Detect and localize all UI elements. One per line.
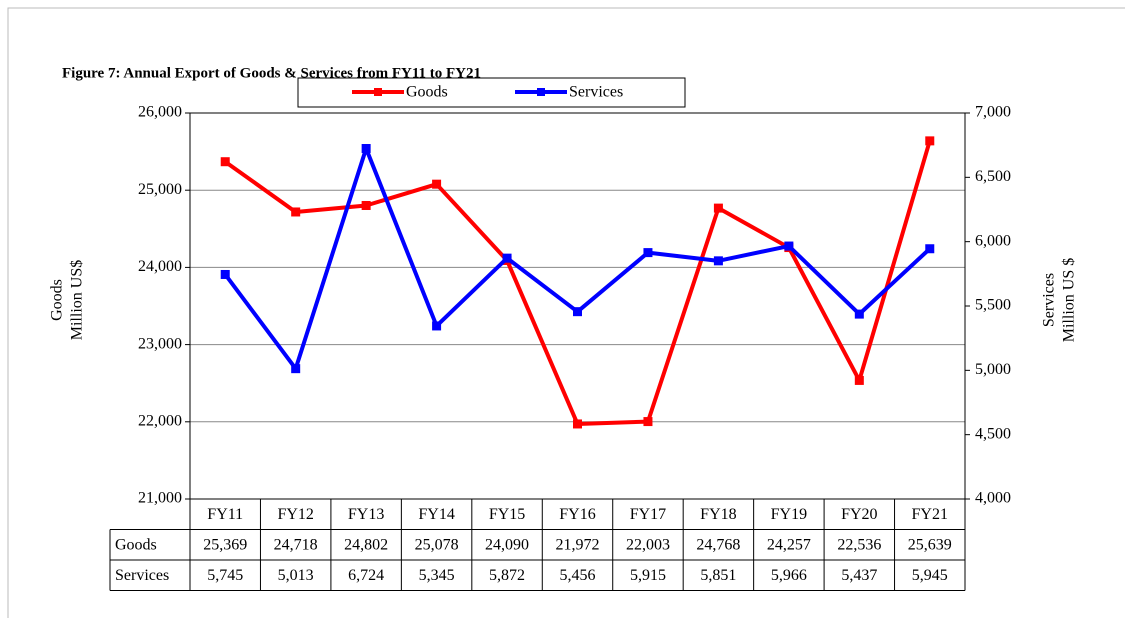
marker bbox=[854, 375, 864, 385]
y-tick-label: 25,000 bbox=[138, 181, 182, 198]
legend-label: Services bbox=[569, 84, 623, 101]
plot-border bbox=[189, 112, 966, 500]
legend-label: Goods bbox=[406, 84, 448, 101]
y2-axis-label: Services bbox=[1041, 273, 1058, 327]
marker bbox=[573, 419, 582, 429]
table-cell: 24,090 bbox=[485, 536, 529, 553]
table-cell: 5,915 bbox=[630, 567, 666, 584]
marker bbox=[925, 136, 935, 146]
chart-title: Figure 7: Annual Export of Goods & Servi… bbox=[62, 65, 481, 81]
frame bbox=[7, 7, 1125, 618]
marker bbox=[643, 417, 653, 427]
marker bbox=[432, 179, 442, 189]
legend-box bbox=[297, 77, 686, 108]
x-tick-label: FY16 bbox=[559, 506, 595, 523]
x-tick-label: FY21 bbox=[912, 506, 948, 523]
marker bbox=[925, 244, 935, 254]
y2-tick-label: 5,500 bbox=[975, 297, 1011, 314]
table-cell: 24,257 bbox=[767, 536, 811, 553]
x-tick-label: FY17 bbox=[630, 506, 666, 523]
x-tick-label: FY12 bbox=[277, 506, 313, 523]
x-tick-label: FY18 bbox=[700, 506, 736, 523]
x-tick-label: FY19 bbox=[771, 506, 807, 523]
marker bbox=[502, 253, 512, 263]
marker bbox=[713, 203, 723, 213]
marker bbox=[220, 157, 230, 167]
y2-tick-label: 5,000 bbox=[975, 361, 1011, 378]
y-tick-label: 21,000 bbox=[138, 490, 182, 507]
table-cell: 25,369 bbox=[203, 536, 247, 553]
table-cell: 24,718 bbox=[274, 536, 318, 553]
y-axis-label: Goods bbox=[49, 279, 66, 321]
marker bbox=[713, 256, 723, 266]
y-tick-label: 26,000 bbox=[138, 104, 182, 121]
marker bbox=[361, 200, 371, 210]
marker bbox=[643, 248, 653, 258]
table-cell: 22,536 bbox=[837, 536, 881, 553]
table-cell: 21,972 bbox=[556, 536, 600, 553]
x-tick-label: FY13 bbox=[348, 506, 384, 523]
table-cell: 24,768 bbox=[696, 536, 740, 553]
y-tick-label: 24,000 bbox=[138, 258, 182, 275]
marker bbox=[220, 269, 230, 279]
table-cell: 5,745 bbox=[207, 567, 243, 584]
series-line bbox=[223, 146, 932, 371]
table-cell: 25,078 bbox=[415, 536, 459, 553]
x-tick-label: FY11 bbox=[207, 506, 243, 523]
marker bbox=[784, 241, 794, 251]
marker bbox=[291, 364, 301, 374]
table-cell: 25,639 bbox=[908, 536, 952, 553]
y2-tick-label: 6,500 bbox=[975, 168, 1011, 185]
marker bbox=[361, 144, 371, 154]
table-cell: 5,456 bbox=[560, 567, 596, 584]
legend-marker bbox=[374, 88, 382, 96]
table-cell: 24,802 bbox=[344, 536, 388, 553]
y2-tick-label: 4,000 bbox=[975, 490, 1011, 507]
table-cell: 5,013 bbox=[278, 567, 314, 584]
x-tick-label: FY15 bbox=[489, 506, 525, 523]
table-row-label: Services bbox=[115, 567, 169, 584]
y2-tick-label: 7,000 bbox=[975, 104, 1011, 121]
y2-tick-label: 4,500 bbox=[975, 425, 1011, 442]
marker bbox=[291, 207, 301, 217]
table-cell: 5,437 bbox=[841, 567, 877, 584]
table-cell: 5,945 bbox=[912, 567, 948, 584]
table-cell: 6,724 bbox=[348, 567, 384, 584]
y-tick-label: 22,000 bbox=[138, 412, 182, 429]
y2-tick-label: 6,000 bbox=[975, 232, 1011, 249]
x-tick-label: FY14 bbox=[418, 506, 454, 523]
x-tick-label: FY20 bbox=[841, 506, 877, 523]
marker bbox=[573, 307, 582, 317]
table-cell: 22,003 bbox=[626, 536, 670, 553]
y2-axis-label: Million US $ bbox=[1061, 258, 1078, 342]
table-cell: 5,851 bbox=[700, 567, 736, 584]
y-axis-label: Million US$ bbox=[69, 260, 86, 340]
y-tick-label: 23,000 bbox=[138, 335, 182, 352]
legend-marker bbox=[537, 88, 545, 96]
table-row-label: Goods bbox=[115, 536, 157, 553]
table-cell: 5,872 bbox=[489, 567, 525, 584]
marker bbox=[432, 321, 442, 331]
table-cell: 5,966 bbox=[771, 567, 807, 584]
table-cell: 5,345 bbox=[419, 567, 455, 584]
marker bbox=[854, 309, 864, 319]
